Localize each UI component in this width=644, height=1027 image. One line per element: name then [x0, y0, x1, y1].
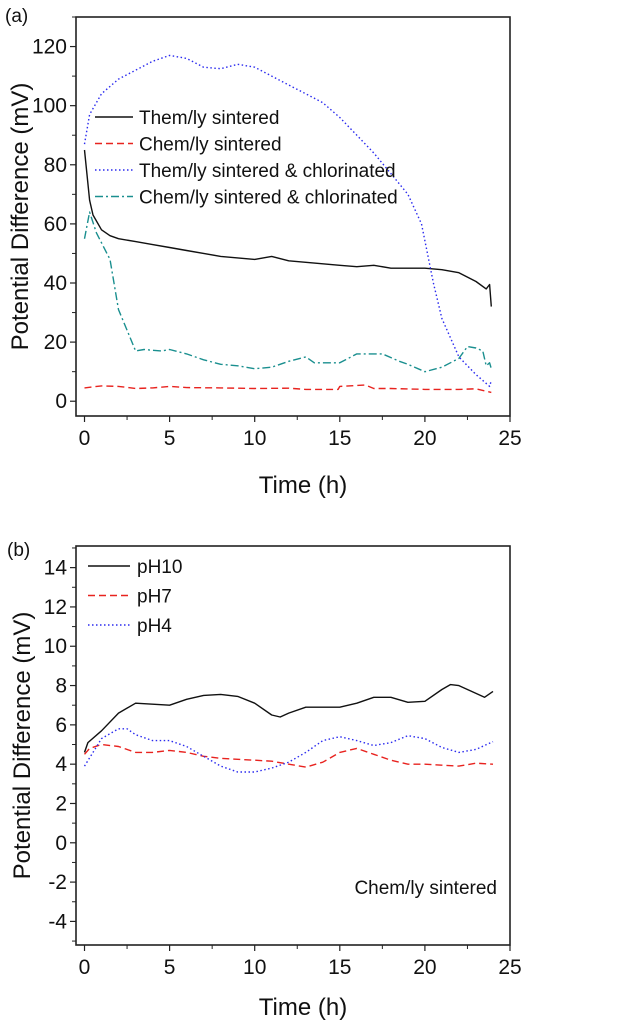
- x-tick-label: 25: [498, 427, 521, 450]
- legend-label: Them/ly sintered: [139, 108, 279, 129]
- y-axis-title: Potential Difference (mV): [7, 83, 34, 351]
- y-tick-label: 0: [55, 832, 67, 855]
- y-axis-title: Potential Difference (mV): [9, 612, 36, 880]
- plot-frame: [75, 545, 511, 946]
- y-tick-label: 60: [44, 213, 67, 236]
- y-tick-label: -4: [48, 910, 67, 933]
- y-tick-label: 8: [55, 675, 67, 698]
- legend-label: pH4: [137, 616, 172, 637]
- series-line-ph4: [83, 728, 494, 773]
- legend-label: pH10: [137, 557, 182, 578]
- y-tick-label: 4: [55, 753, 67, 776]
- x-axis-title: Time (h): [259, 472, 347, 499]
- series-line-ph7: [83, 743, 494, 768]
- x-tick-label: 20: [413, 427, 436, 450]
- y-tick-label: 80: [44, 154, 67, 177]
- series-line-chem-ly-sintered-chlorinated: [83, 211, 492, 373]
- annotation: Chem/ly sintered: [354, 878, 497, 899]
- x-tick-label: 0: [79, 956, 91, 979]
- x-tick-label: 15: [328, 427, 351, 450]
- x-tick-label: 0: [79, 427, 91, 450]
- legend-label: Chem/ly sintered & chlorinated: [139, 188, 398, 209]
- x-tick-label: 10: [243, 427, 266, 450]
- series-line-chem-ly-sintered: [84, 384, 492, 394]
- x-tick-label: 20: [413, 956, 436, 979]
- series-line-them-ly-sintered-chlorinated: [83, 54, 492, 388]
- x-axis-title: Time (h): [259, 994, 347, 1021]
- y-tick-label: 10: [44, 635, 67, 658]
- x-tick-label: 15: [328, 956, 351, 979]
- x-tick-label: 25: [498, 956, 521, 979]
- x-tick-label: 5: [164, 956, 176, 979]
- y-tick-label: -2: [48, 871, 67, 894]
- panel-label: (a): [5, 6, 28, 27]
- y-tick-label: 0: [55, 390, 67, 413]
- y-tick-label: 120: [32, 36, 67, 59]
- y-tick-label: 100: [32, 95, 67, 118]
- legend-label: Chem/ly sintered: [139, 135, 282, 156]
- y-tick-label: 6: [55, 714, 67, 737]
- y-tick-label: 20: [44, 331, 67, 354]
- legend-label: Them/ly sintered & chlorinated: [139, 161, 396, 182]
- panel-label: (b): [7, 540, 30, 561]
- panel-a: (a) 0 5 10 15 20 25 0 20 40 60 80 100 120 Time (h) Pote…: [5, 6, 522, 499]
- plot-frame: [75, 16, 511, 417]
- y-tick-label: 14: [44, 557, 68, 580]
- x-tick-label: 5: [164, 427, 176, 450]
- series-line-them-ly-sintered: [83, 149, 492, 307]
- panel-b: (b) 0 5 10 15 20 25 -4 -2 0 2 4 6 8 10 12 14 Time (h) Pote…: [7, 540, 522, 1021]
- y-tick-label: 2: [55, 792, 67, 815]
- y-tick-label: 40: [44, 272, 67, 295]
- x-tick-label: 10: [243, 956, 266, 979]
- series-line-ph10: [83, 683, 494, 753]
- y-tick-label: 12: [44, 596, 67, 619]
- legend-label: pH7: [137, 587, 172, 608]
